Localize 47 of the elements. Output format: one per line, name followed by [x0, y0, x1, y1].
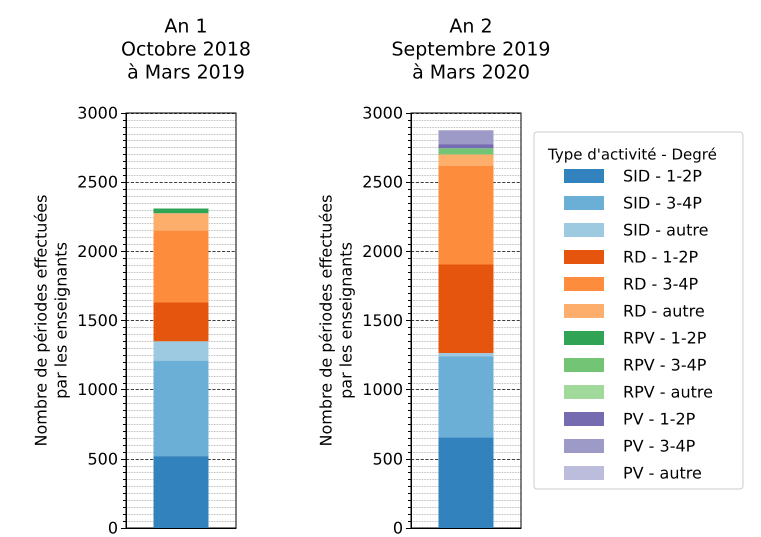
- y-tick-label: 1500: [362, 311, 403, 330]
- legend-label: SID - autre: [623, 220, 708, 240]
- bar: [438, 166, 494, 264]
- y-tick-label: 2500: [77, 172, 118, 192]
- y-tick-label: 1000: [362, 380, 403, 400]
- legend-title: Type d'activité - Degré: [547, 146, 717, 164]
- legend-label: PV - 3-4P: [623, 436, 696, 456]
- y-axis-title: Nombre de périodes effectuées par les enseignants: [32, 194, 70, 446]
- y-tick-label: 1500: [77, 311, 118, 330]
- legend-label: RPV - 3-4P: [623, 356, 707, 374]
- bar: [438, 130, 494, 144]
- legend-label: SID - 3-4P: [623, 194, 702, 212]
- y-tick-label: 500: [372, 449, 403, 468]
- y-tick-label: 0: [108, 518, 118, 537]
- y-tick-label: 2500: [362, 172, 403, 192]
- legend-label: SID - 1-2P: [623, 166, 702, 186]
- legend-label: RPV - 1-2P: [623, 328, 707, 348]
- y-tick-label: 3000: [362, 104, 403, 122]
- bar: [438, 437, 494, 528]
- bar: [438, 154, 494, 166]
- bar: [154, 360, 208, 456]
- legend-label: RD - 3-4P: [623, 274, 699, 294]
- y-tick-label: 3000: [77, 104, 118, 122]
- y-tick-label: 2000: [362, 242, 403, 261]
- y-tick-label: 2000: [77, 242, 118, 261]
- legend-label: RPV - autre: [623, 382, 713, 402]
- legend-label: PV - autre: [623, 464, 702, 482]
- bar: [154, 230, 208, 303]
- bar: [438, 148, 494, 154]
- bar: [438, 353, 494, 356]
- legend-label: PV - 1-2P: [623, 410, 696, 428]
- bar: [154, 302, 208, 342]
- bar: [438, 356, 494, 438]
- legend-label: RD - autre: [623, 302, 705, 320]
- chart-title: An 1 Octobre 2018 à Mars 2019: [120, 16, 252, 84]
- y-axis-title: Nombre de périodes effectuées par les enseignants: [316, 194, 356, 446]
- y-tick-label: 500: [87, 449, 118, 468]
- bar: [154, 341, 208, 361]
- y-tick-label: 1000: [77, 380, 118, 400]
- chart-title: An 2 Septembre 2019 à Mars 2020: [392, 16, 550, 84]
- bar: [438, 144, 494, 148]
- bar: [438, 264, 494, 354]
- bar: [154, 456, 208, 528]
- bar: [154, 213, 208, 231]
- bar: [154, 208, 208, 214]
- y-tick-label: 0: [392, 518, 403, 537]
- legend-label: RD - 1-2P: [623, 248, 699, 266]
